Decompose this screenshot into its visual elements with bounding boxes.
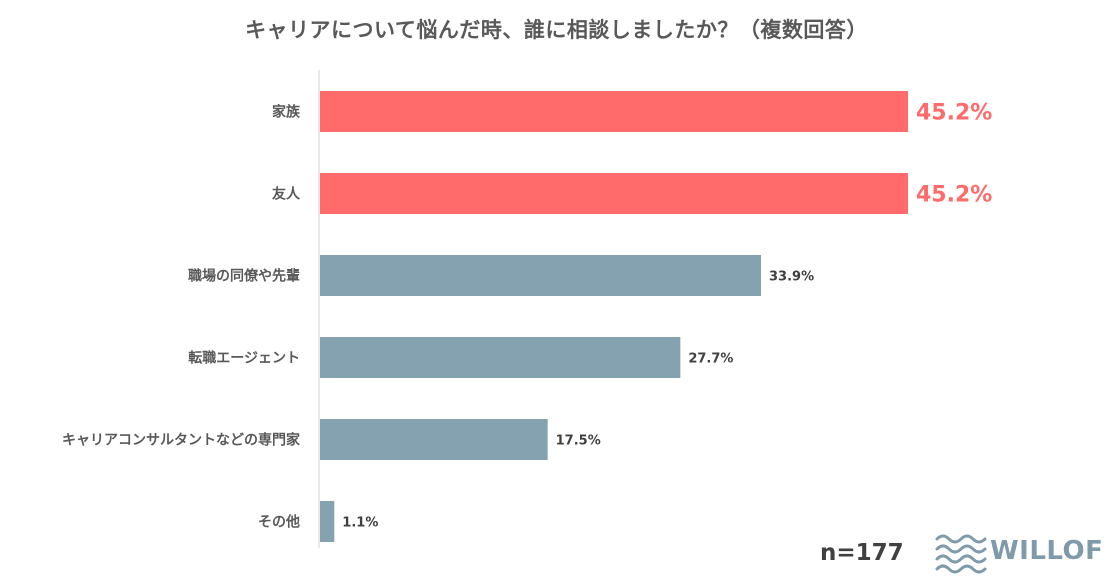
value-label: 1.1%: [342, 516, 378, 531]
category-label: 家族: [272, 104, 301, 121]
value-label: 33.9%: [769, 270, 814, 285]
bar: [320, 255, 761, 296]
value-label: 17.5%: [556, 434, 601, 449]
category-label: 友人: [272, 186, 301, 203]
bar: [320, 91, 908, 132]
bar: [320, 501, 335, 542]
value-label: 45.2%: [916, 183, 992, 208]
category-label: キャリアコンサルタントなどの専門家: [62, 432, 301, 449]
willof-logo-icon: [935, 534, 987, 574]
category-label: 職場の同僚や先輩: [188, 268, 300, 285]
sample-size: n=177: [820, 540, 904, 566]
brand-name: WILLOF: [990, 536, 1104, 566]
chart-title: キャリアについて悩んだ時、誰に相談しましたか？（複数回答）: [245, 18, 868, 42]
bar: [320, 173, 908, 214]
category-label: 転職エージェント: [188, 350, 300, 367]
value-label: 27.7%: [688, 352, 733, 367]
category-label: その他: [258, 514, 300, 531]
value-label: 45.2%: [916, 101, 992, 126]
bar: [320, 337, 681, 378]
bar: [320, 419, 548, 460]
